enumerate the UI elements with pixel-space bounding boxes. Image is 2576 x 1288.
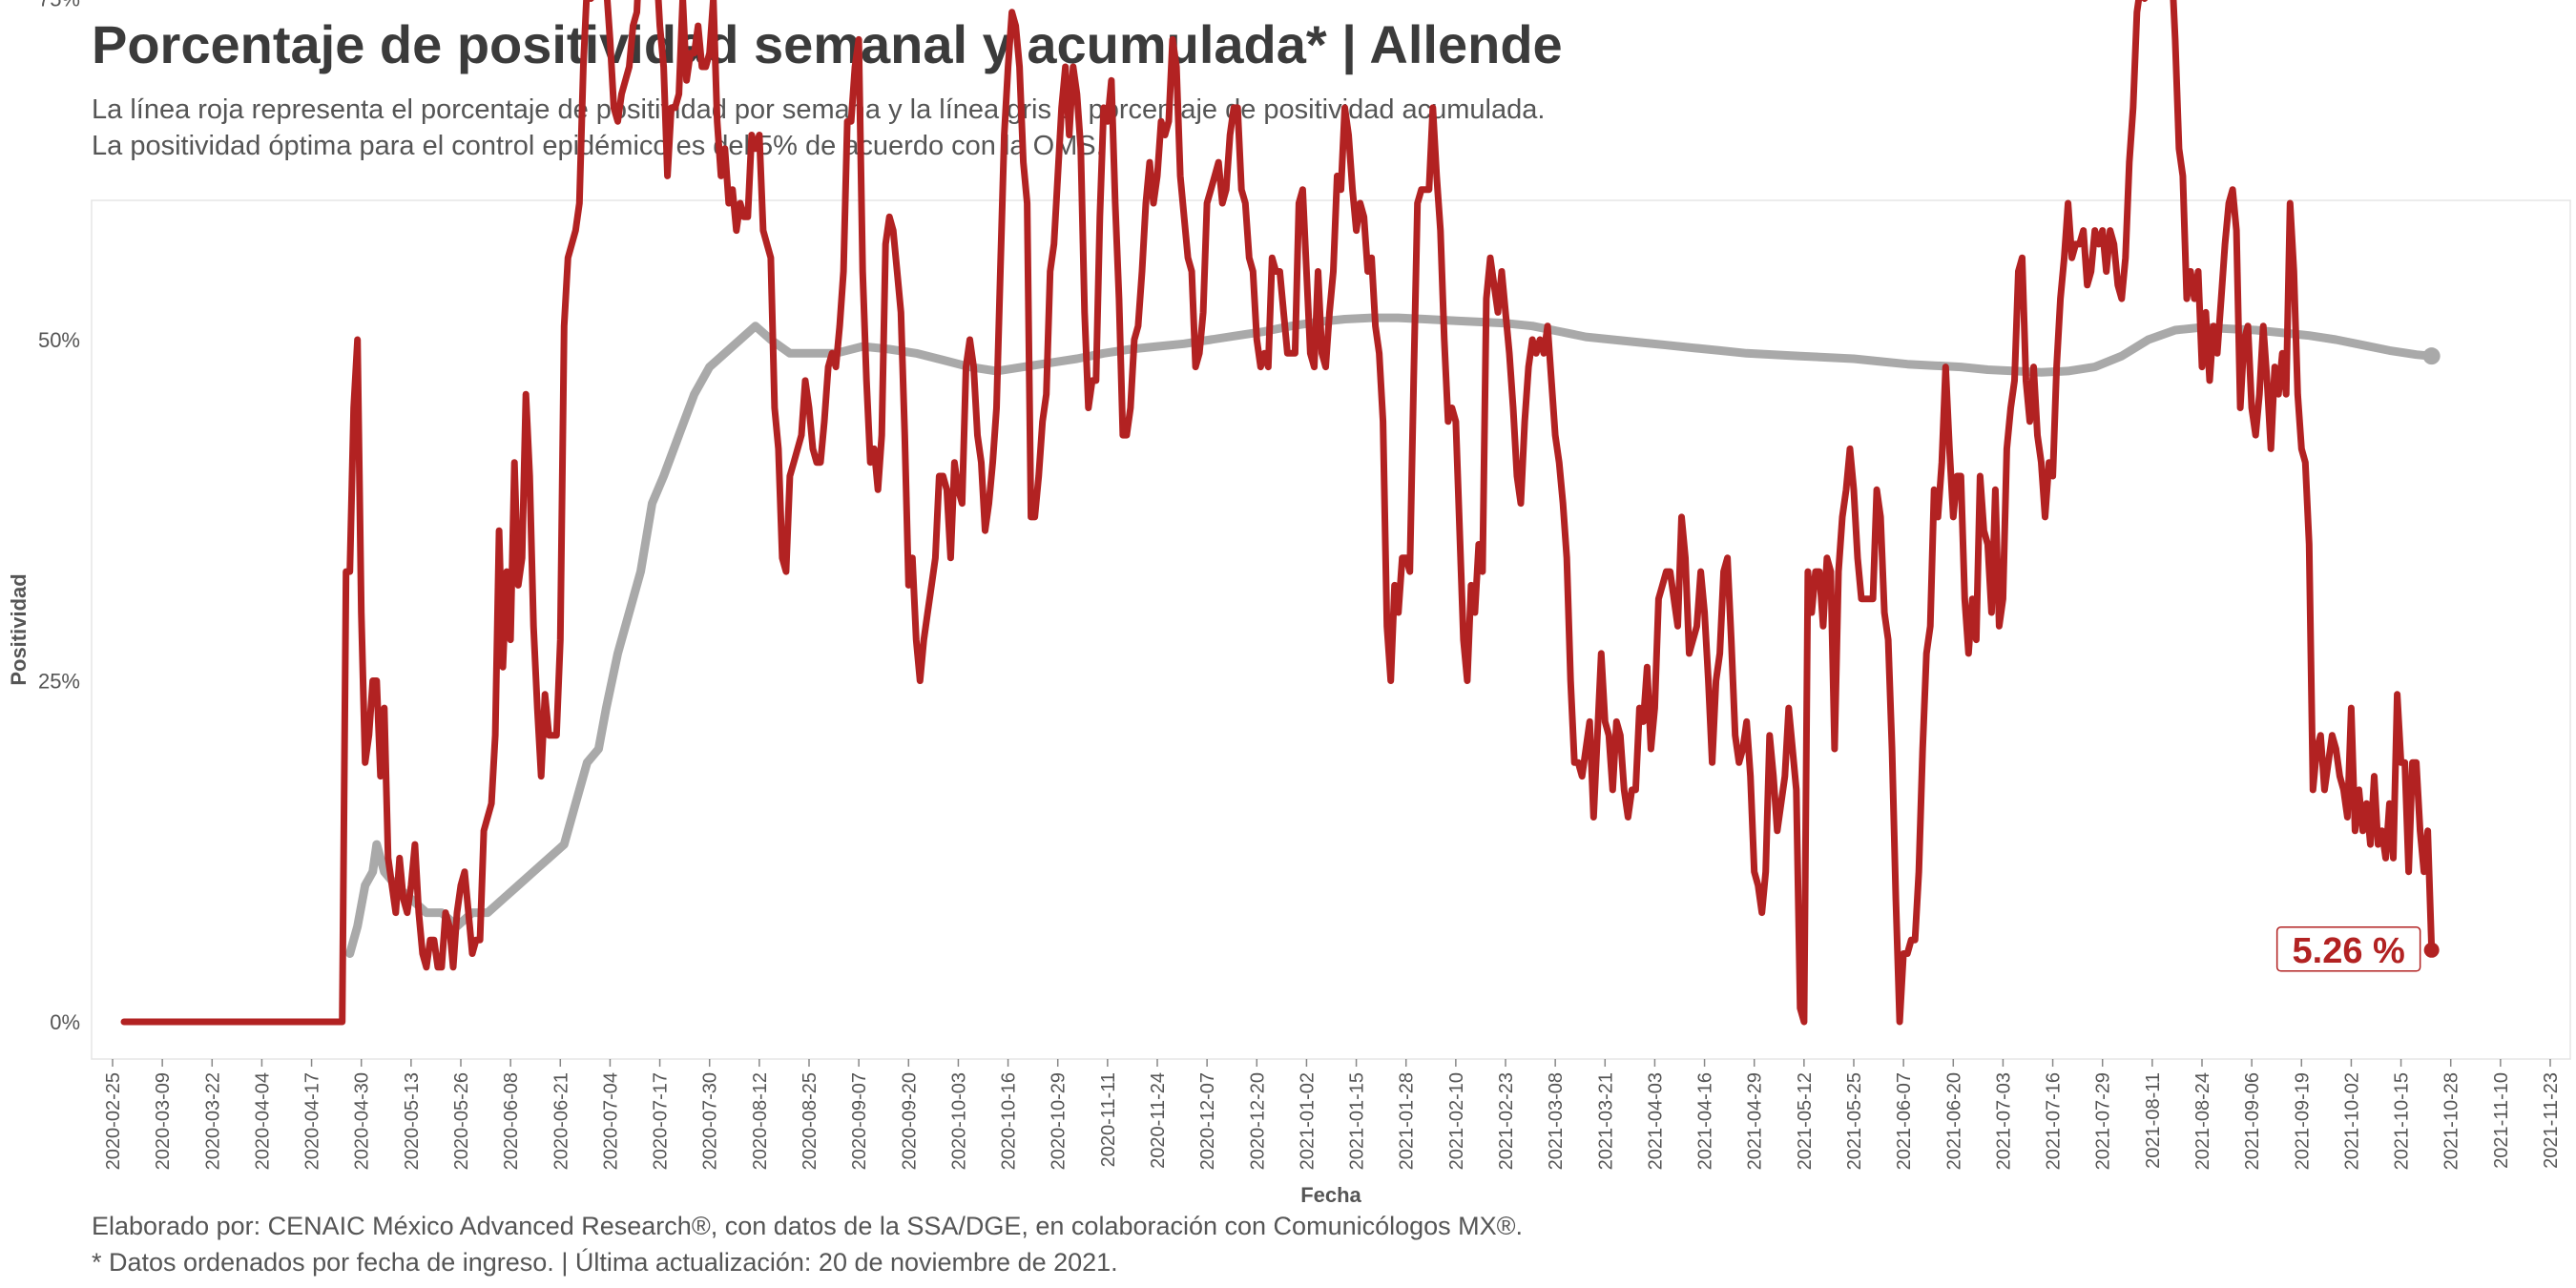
y-tick-label: 50% bbox=[38, 328, 80, 352]
x-tick-label: 2020-04-04 bbox=[252, 1072, 273, 1170]
x-tick-label: 2021-02-23 bbox=[1496, 1072, 1517, 1170]
x-tick-label: 2021-01-15 bbox=[1347, 1072, 1368, 1170]
x-tick-label: 2021-11-10 bbox=[2491, 1072, 2512, 1169]
y-axis-title: Positividad bbox=[7, 573, 31, 685]
x-tick-label: 2021-04-16 bbox=[1695, 1072, 1716, 1170]
x-tick-label: 2021-11-23 bbox=[2541, 1072, 2562, 1169]
x-tick-label: 2020-09-20 bbox=[899, 1072, 920, 1170]
x-tick-label: 2021-04-03 bbox=[1645, 1072, 1666, 1170]
x-tick-label: 2020-06-08 bbox=[501, 1072, 522, 1170]
y-tick-label: 75% bbox=[38, 0, 80, 11]
x-tick-label: 2020-11-11 bbox=[1098, 1072, 1119, 1167]
plot-panel-border bbox=[91, 199, 2571, 1060]
x-tick-label: 2021-08-11 bbox=[2143, 1072, 2164, 1169]
y-tick-label: 0% bbox=[50, 1010, 80, 1034]
x-axis-ticks: 2020-02-25 2020-03-09 2020-03-22 2020-04-04… bbox=[103, 1059, 2562, 1170]
x-tick-label: 2021-07-16 bbox=[2044, 1072, 2065, 1170]
x-tick-label: 2021-07-29 bbox=[2093, 1072, 2114, 1170]
x-tick-label: 2020-12-20 bbox=[1247, 1072, 1268, 1170]
x-tick-label: 2020-12-07 bbox=[1197, 1072, 1218, 1170]
x-tick-label: 2020-04-30 bbox=[352, 1072, 373, 1170]
weekly-positivity-line bbox=[120, 0, 2436, 1026]
x-tick-label: 2021-06-20 bbox=[1943, 1072, 1964, 1170]
x-tick-label: 2020-03-09 bbox=[153, 1072, 174, 1170]
x-tick-label: 2020-10-29 bbox=[1049, 1072, 1070, 1170]
x-tick-label: 2021-09-19 bbox=[2292, 1072, 2313, 1170]
x-tick-label: 2021-02-10 bbox=[1446, 1072, 1467, 1170]
y-tick-label: 25% bbox=[38, 670, 80, 694]
end-marker-group: 5.26 % bbox=[2275, 347, 2441, 972]
x-tick-label: 2021-04-29 bbox=[1745, 1072, 1766, 1170]
x-tick-label: 2021-01-28 bbox=[1397, 1072, 1418, 1170]
x-tick-label: 2020-06-21 bbox=[551, 1072, 571, 1170]
x-tick-label: 2020-03-22 bbox=[202, 1072, 223, 1170]
x-axis-title: Fecha bbox=[1300, 1183, 1361, 1207]
caption-line-1: Elaborado por: CENAIC México Advanced Re… bbox=[92, 1212, 1524, 1240]
series-layer bbox=[120, 0, 2437, 1026]
cumulative-end-point bbox=[2422, 347, 2441, 365]
y-axis-ticks: 0% 25% 50% 75% bbox=[38, 0, 80, 1034]
subtitle-line-2: La positividad óptima para el control ep… bbox=[92, 131, 1104, 161]
x-tick-label: 2021-03-21 bbox=[1595, 1072, 1616, 1170]
x-tick-label: 2020-05-26 bbox=[451, 1072, 472, 1170]
x-tick-label: 2020-10-16 bbox=[999, 1072, 1020, 1170]
caption-line-2: * Datos ordenados por fecha de ingreso. … bbox=[92, 1248, 1118, 1277]
x-tick-label: 2020-07-17 bbox=[651, 1072, 672, 1170]
x-tick-label: 2020-09-07 bbox=[849, 1072, 870, 1170]
chart-title: Porcentaje de positividad semanal y acum… bbox=[92, 14, 1563, 74]
x-tick-label: 2020-08-25 bbox=[800, 1072, 821, 1170]
weekly-end-point bbox=[2423, 942, 2440, 958]
x-tick-label: 2020-07-04 bbox=[600, 1072, 621, 1170]
x-tick-label: 2020-08-12 bbox=[750, 1072, 771, 1170]
x-tick-label: 2020-02-25 bbox=[103, 1072, 124, 1170]
x-tick-label: 2021-06-07 bbox=[1894, 1072, 1915, 1170]
x-tick-label: 2020-07-30 bbox=[700, 1072, 721, 1170]
x-tick-label: 2021-05-25 bbox=[1844, 1072, 1865, 1170]
x-tick-label: 2021-07-03 bbox=[1993, 1072, 2014, 1170]
x-tick-label: 2021-09-06 bbox=[2242, 1072, 2263, 1170]
chart-subtitle: La línea roja representa el porcentaje d… bbox=[92, 92, 1545, 164]
x-tick-label: 2020-10-03 bbox=[948, 1072, 969, 1170]
chart-caption: Elaborado por: CENAIC México Advanced Re… bbox=[92, 1208, 1523, 1280]
x-tick-label: 2021-08-24 bbox=[2192, 1072, 2213, 1170]
subtitle-line-1: La línea roja representa el porcentaje d… bbox=[92, 94, 1546, 125]
x-tick-label: 2021-10-15 bbox=[2392, 1072, 2413, 1170]
end-label-box bbox=[2275, 926, 2421, 972]
x-tick-label: 2021-10-28 bbox=[2441, 1072, 2462, 1170]
x-tick-label: 2021-01-02 bbox=[1297, 1072, 1318, 1170]
x-tick-label: 2021-05-12 bbox=[1795, 1072, 1816, 1170]
x-tick-label: 2020-04-17 bbox=[302, 1072, 323, 1170]
x-tick-label: 2020-05-13 bbox=[402, 1072, 423, 1170]
end-value-label: 5.26 % bbox=[2293, 931, 2405, 971]
x-tick-label: 2021-03-08 bbox=[1546, 1072, 1567, 1170]
x-tick-label: 2021-10-02 bbox=[2341, 1072, 2362, 1170]
x-tick-label: 2020-11-24 bbox=[1148, 1072, 1169, 1169]
